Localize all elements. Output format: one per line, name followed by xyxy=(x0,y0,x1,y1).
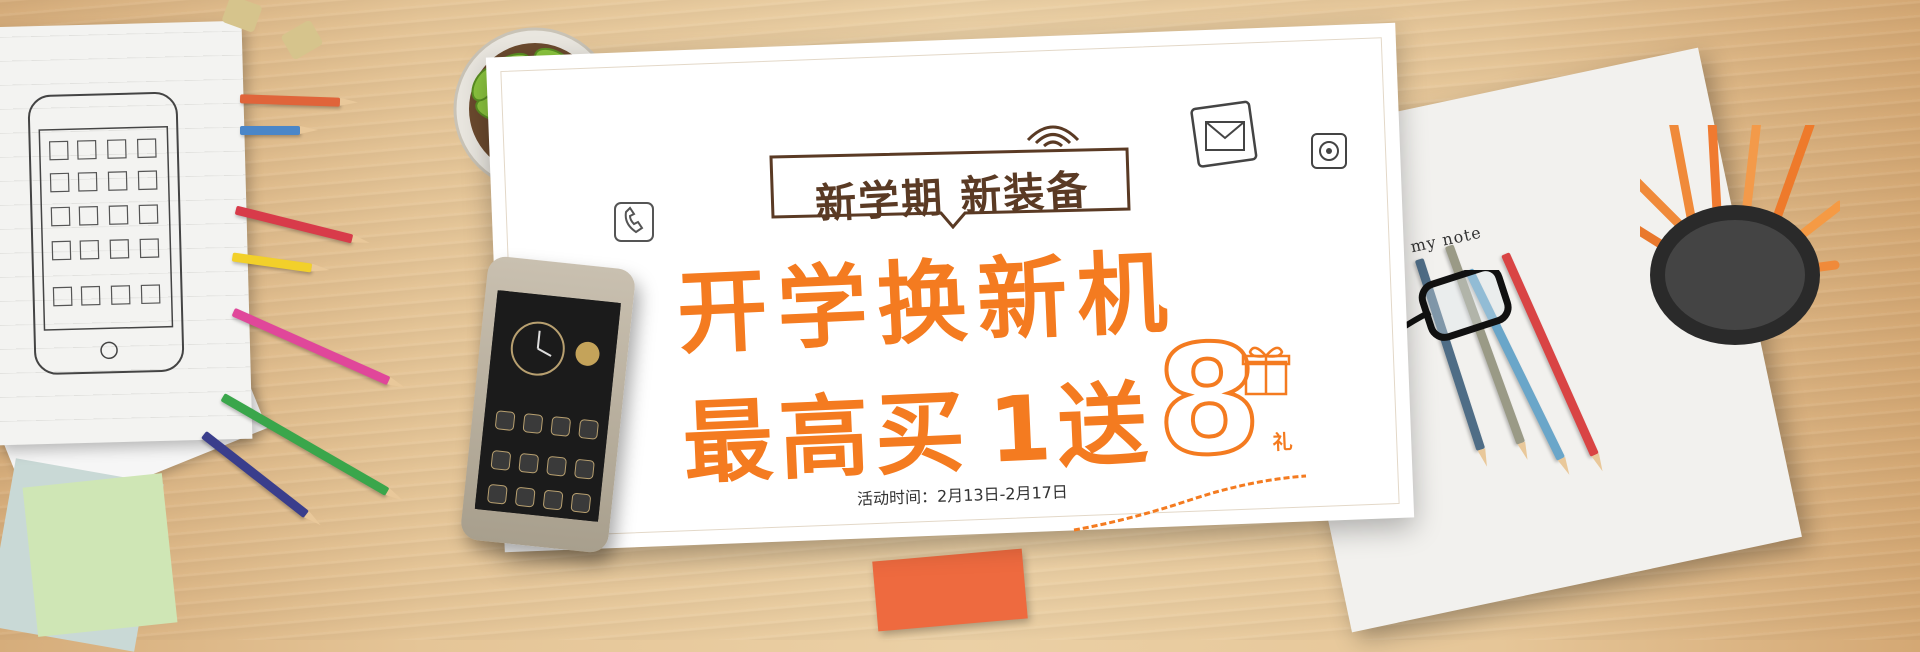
badge-frame xyxy=(769,147,1131,229)
envelope-icon xyxy=(1190,100,1258,168)
gift-icon xyxy=(1241,346,1291,396)
headline: 开学换新机 最高买 1 送 8 礼 xyxy=(675,241,1293,498)
pencil-icon xyxy=(234,205,354,244)
phone-screen xyxy=(474,290,622,522)
sticky-note-green xyxy=(22,473,178,637)
pencil-icon xyxy=(239,94,341,107)
pencil-icon xyxy=(240,126,318,135)
headline-mid: 送 xyxy=(1055,371,1156,481)
phone-sketch-icon xyxy=(27,92,185,375)
orange-notepad xyxy=(872,548,1028,632)
binder-clip xyxy=(280,19,324,61)
pen-cup-icon xyxy=(1640,125,1840,345)
headline-suffix: 礼 xyxy=(1272,429,1294,455)
pencil-icon xyxy=(231,307,391,386)
wifi-icon xyxy=(1026,125,1080,148)
headline-prefix: 最高买 xyxy=(680,379,974,498)
pencil-icon xyxy=(220,393,390,496)
headline-line2: 最高买 1 送 8 礼 xyxy=(680,310,1293,498)
phone-ui-icon xyxy=(474,290,622,522)
smartphone xyxy=(459,255,637,554)
headline-num1: 1 xyxy=(986,375,1060,484)
scribble-line xyxy=(1073,474,1307,532)
pencil-icon xyxy=(201,430,309,519)
sketch-notebook xyxy=(0,20,253,446)
music-icon xyxy=(1311,133,1347,169)
phone-icon xyxy=(614,202,654,242)
